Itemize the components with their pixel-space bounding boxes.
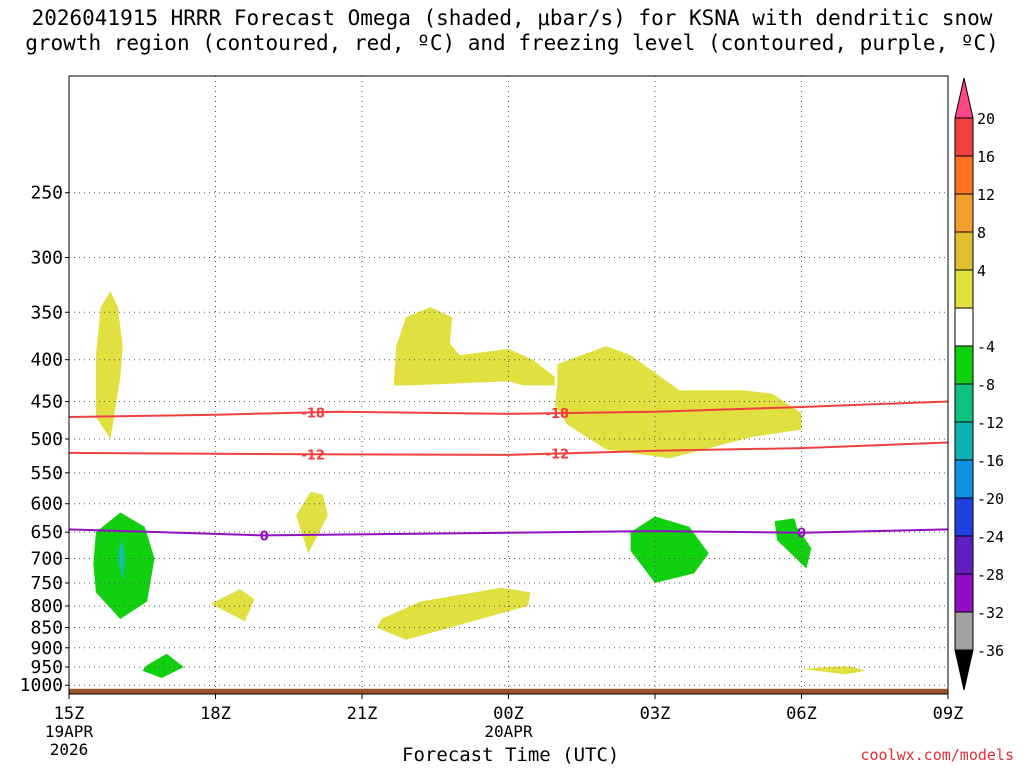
omega-region: [393, 307, 555, 386]
omega-region: [296, 491, 328, 554]
x-tick-label: 18Z: [200, 704, 231, 724]
x-tick-label: 06Z: [786, 704, 817, 724]
chart-title-line2: growth region (contoured, red, ºC) and f…: [25, 31, 999, 55]
omega-region: [95, 291, 123, 439]
colorbar-label: -4: [977, 338, 995, 356]
omega-region: [117, 540, 126, 581]
x-tick-label: 15Z: [54, 704, 85, 724]
x-tick-label: 03Z: [640, 704, 671, 724]
omega-region: [774, 518, 812, 569]
y-tick-label: 600: [30, 494, 63, 515]
y-tick-label: 850: [30, 617, 63, 638]
colorbar-label: 20: [977, 110, 995, 128]
colorbar-label: -32: [977, 604, 1004, 622]
colorbar-label: -24: [977, 528, 1004, 546]
colorbar-label: 8: [977, 224, 986, 242]
colorbar-box: [954, 155, 974, 195]
colorbar-box: [954, 535, 974, 575]
colorbar-box: [954, 611, 974, 651]
y-tick-label: 700: [30, 549, 63, 570]
dgz-contour-label: -12: [301, 448, 325, 463]
colorbar-box: [954, 307, 974, 347]
colorbar-arrow-top: [954, 77, 974, 119]
contour-layer: -18 -18 -12 -12 0 0: [68, 400, 949, 544]
colorbar-box: [954, 421, 974, 461]
colorbar-label: 16: [977, 148, 995, 166]
dgz-contour-line: [68, 441, 949, 456]
freezing-level-line: [68, 528, 949, 537]
x-axis-label: Forecast Time (UTC): [402, 744, 620, 766]
colorbar-box: [954, 459, 974, 499]
freezing-level-label: 0: [260, 529, 269, 544]
dgz-contour-label: -12: [546, 448, 570, 463]
omega-region: [801, 666, 865, 675]
credit-link[interactable]: coolwx.com/models: [860, 746, 1014, 764]
dgz-contour-line: [68, 400, 949, 418]
y-tick-label: 400: [30, 350, 63, 371]
dgz-contour-label: -18: [301, 406, 325, 421]
colorbar-label: -20: [977, 490, 1004, 508]
colorbar-label: -16: [977, 452, 1004, 470]
x-tick-label: 09Z: [933, 704, 964, 724]
colorbar-box: [954, 497, 974, 537]
colorbar-label: -8: [977, 376, 995, 394]
chart-title: 2026041915 HRRR Forecast Omega (shaded, …: [0, 6, 1024, 56]
x-tick-label: 21Z: [347, 704, 378, 724]
colorbar-label: -36: [977, 642, 1004, 660]
colorbar-label: 12: [977, 186, 995, 204]
omega-region: [210, 589, 255, 622]
x-tick-sublabel: 20APR: [484, 722, 533, 741]
omega-region: [142, 653, 184, 678]
y-tick-label: 950: [30, 657, 63, 678]
y-tick-label: 450: [30, 392, 63, 413]
x-tick-sublabel: 19APR: [45, 722, 94, 741]
colorbar-arrow-bottom: [954, 649, 974, 691]
x-tick-sublabel: 2026: [50, 740, 89, 759]
y-tick-label: 650: [30, 522, 63, 543]
chart-title-line1: 2026041915 HRRR Forecast Omega (shaded, …: [31, 6, 993, 30]
y-axis: 2503003504004505005506006507007508008509…: [20, 183, 69, 696]
y-tick-label: 500: [30, 429, 63, 450]
colorbar-box: [954, 573, 974, 613]
omega-region: [554, 346, 802, 459]
y-tick-label: 900: [30, 638, 63, 659]
colorbar-box: [954, 117, 974, 157]
y-tick-label: 1000: [20, 675, 63, 696]
x-tick-label: 00Z: [493, 704, 524, 724]
omega-shaded-layer: [93, 291, 865, 678]
y-tick-label: 300: [30, 247, 63, 268]
colorbar-label: -12: [977, 414, 1004, 432]
omega-region: [376, 587, 531, 640]
colorbar-box: [954, 345, 974, 385]
omega-region: [630, 516, 709, 583]
colorbar-box: [954, 383, 974, 423]
dgz-contour-label: -18: [546, 407, 570, 422]
colorbar: 20 16 12 8 4 -4 -8 -12 -16 -20 -24 -28 -32 -36: [954, 77, 1004, 691]
y-tick-label: 350: [30, 302, 63, 323]
y-tick-label: 750: [30, 573, 63, 594]
colorbar-box: [954, 231, 974, 271]
y-tick-label: 800: [30, 596, 63, 617]
colorbar-label: -28: [977, 566, 1004, 584]
freezing-level-label: 0: [797, 527, 806, 542]
colorbar-label: 4: [977, 262, 986, 280]
grid-layer: [68, 76, 949, 694]
colorbar-box: [954, 193, 974, 233]
y-tick-label: 250: [30, 183, 63, 204]
y-tick-label: 550: [30, 463, 63, 484]
colorbar-box: [954, 269, 974, 309]
